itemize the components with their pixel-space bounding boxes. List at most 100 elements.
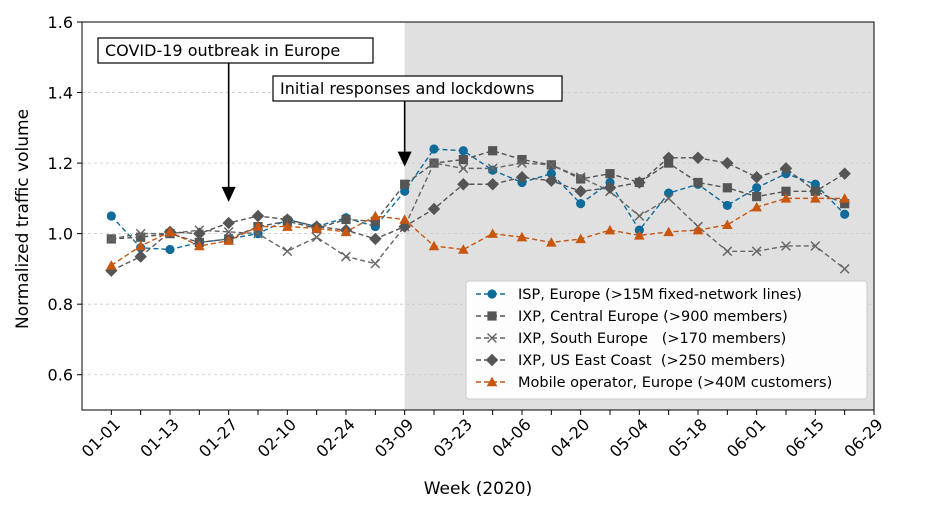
data-point — [515, 170, 529, 184]
legend-marker — [485, 353, 499, 367]
data-point — [400, 179, 410, 189]
data-point — [106, 260, 117, 270]
annotation-box — [97, 37, 374, 64]
data-point — [135, 240, 146, 251]
series-5 — [106, 193, 850, 270]
data-point — [427, 202, 441, 216]
data-point — [486, 178, 499, 191]
data-point — [750, 170, 763, 184]
data-point — [721, 156, 734, 170]
data-point — [574, 185, 587, 198]
data-point — [516, 231, 528, 242]
data-point — [134, 250, 147, 263]
data-point — [546, 237, 557, 247]
y-tick-label: 0.8 — [48, 295, 73, 314]
data-point — [458, 163, 469, 174]
data-point — [634, 230, 645, 240]
data-point — [281, 213, 294, 226]
legend-marker — [487, 289, 497, 299]
legend-entry: IXP, Central Europe (>900 members) — [476, 309, 788, 325]
data-point — [691, 151, 705, 165]
data-point — [634, 225, 644, 235]
y-tick-label: 0.6 — [48, 366, 73, 385]
series-line — [110, 197, 845, 266]
data-point — [517, 158, 527, 168]
data-point — [663, 226, 674, 237]
data-point — [604, 224, 616, 235]
data-point — [164, 226, 176, 237]
data-point — [399, 214, 410, 224]
annotation-1: COVID-19 outbreak in Europe — [97, 37, 374, 202]
legend-label: Mobile operator, Europe (>40M customers) — [518, 375, 832, 391]
data-point — [282, 221, 293, 231]
data-point — [517, 154, 527, 165]
series-line — [110, 148, 846, 251]
data-point — [457, 178, 470, 191]
data-point — [545, 174, 558, 187]
data-point — [693, 177, 703, 188]
legend-label: IXP, South Europe (>170 members) — [518, 331, 786, 347]
data-point — [810, 193, 821, 203]
data-point — [487, 163, 498, 174]
data-point — [194, 240, 205, 251]
data-point — [751, 246, 762, 257]
data-point — [370, 258, 381, 269]
legend-marker — [487, 333, 497, 343]
data-point — [662, 151, 675, 165]
data-point — [251, 209, 265, 223]
series-4 — [105, 151, 851, 277]
data-point — [106, 211, 116, 221]
legend-entry: ISP, Europe (>15M fixed-network lines) — [476, 287, 802, 303]
data-point — [575, 233, 586, 244]
data-point — [311, 223, 322, 233]
data-point — [779, 162, 793, 175]
annotation-arrow-head — [397, 151, 412, 167]
data-point — [575, 172, 586, 183]
data-point — [809, 185, 822, 198]
y-axis-title: Normalized traffic volume — [13, 109, 33, 329]
legend-box — [465, 280, 868, 400]
data-point — [369, 232, 382, 246]
data-point — [722, 246, 733, 257]
data-point — [458, 146, 468, 156]
data-point — [605, 169, 615, 179]
data-point — [751, 201, 762, 212]
annotations: COVID-19 outbreak in Europe Initial respo… — [97, 37, 563, 202]
data-point — [722, 219, 733, 230]
series-line — [111, 162, 846, 270]
data-point — [810, 179, 820, 189]
data-point — [546, 169, 556, 179]
annotation-2: Initial responses and lockdowns — [272, 75, 563, 167]
annotation-arrow-head — [221, 186, 236, 202]
data-point — [136, 232, 146, 242]
data-point — [663, 193, 674, 204]
data-point — [546, 159, 557, 170]
series-layer — [105, 144, 851, 277]
plot-frame — [81, 21, 875, 411]
data-point — [370, 216, 380, 226]
series-line — [111, 150, 845, 244]
data-point — [810, 241, 821, 251]
annotation-text: COVID-19 outbreak in Europe — [105, 41, 340, 60]
legend: ISP, Europe (>15M fixed-network lines) IX… — [465, 280, 868, 400]
data-point — [576, 199, 586, 209]
legend-label: IXP, Central Europe (>900 members) — [518, 309, 788, 325]
data-point — [781, 241, 791, 251]
data-point — [223, 226, 234, 237]
data-point — [780, 193, 792, 203]
data-point — [722, 183, 732, 193]
data-point — [839, 193, 850, 203]
annotation-text: Initial responses and lockdowns — [280, 79, 534, 98]
data-point — [341, 251, 351, 262]
data-point — [576, 174, 586, 184]
data-point — [634, 211, 645, 221]
data-point — [282, 246, 293, 257]
data-point — [165, 244, 175, 255]
data-point — [106, 234, 117, 244]
data-point — [340, 226, 352, 237]
data-point — [458, 244, 469, 254]
legend-marker — [486, 376, 498, 387]
data-point — [752, 192, 762, 202]
data-point — [633, 176, 646, 189]
